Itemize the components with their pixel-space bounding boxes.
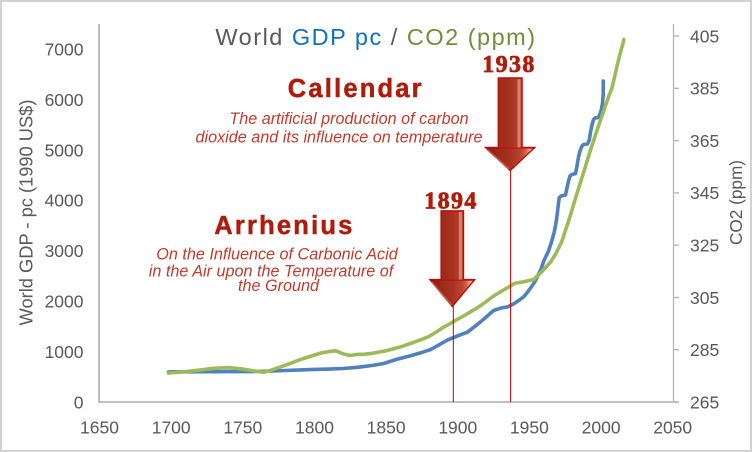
svg-text:5000: 5000	[45, 140, 84, 160]
svg-text:1938: 1938	[482, 52, 536, 78]
svg-text:365: 365	[690, 131, 719, 151]
svg-text:the Ground: the Ground	[238, 277, 320, 295]
svg-text:The artificial production of c: The artificial production of carbon	[229, 110, 468, 128]
svg-text:1000: 1000	[45, 342, 84, 362]
svg-text:1700: 1700	[152, 418, 191, 438]
svg-text:265: 265	[690, 392, 719, 412]
svg-text:On the Influence of Carbonic A: On the Influence of Carbonic Acid	[156, 246, 398, 264]
svg-text:2050: 2050	[653, 418, 692, 438]
svg-text:305: 305	[690, 288, 719, 308]
svg-text:285: 285	[690, 340, 719, 360]
svg-text:CO2 (ppm): CO2 (ppm)	[726, 160, 746, 245]
svg-text:2000: 2000	[45, 292, 84, 312]
svg-text:1894: 1894	[424, 189, 478, 215]
svg-text:385: 385	[690, 79, 719, 99]
svg-text:405: 405	[690, 26, 719, 46]
svg-text:World GDP - pc (1990 US$): World GDP - pc (1990 US$)	[16, 100, 37, 326]
svg-text:1800: 1800	[295, 418, 334, 438]
svg-text:Callendar: Callendar	[288, 75, 424, 103]
svg-text:1750: 1750	[223, 418, 262, 438]
svg-text:7000: 7000	[45, 40, 84, 60]
svg-text:dioxide and its influence on t: dioxide and its influence on temperature	[195, 129, 482, 147]
svg-text:4000: 4000	[45, 191, 84, 211]
svg-text:6000: 6000	[45, 90, 84, 110]
svg-text:1850: 1850	[367, 418, 406, 438]
svg-text:1900: 1900	[438, 418, 477, 438]
svg-text:in the Air upon the Temperatur: in the Air upon the Temperature of	[149, 262, 395, 280]
svg-text:345: 345	[690, 183, 719, 203]
svg-text:1650: 1650	[80, 418, 119, 438]
svg-text:World GDP pc / CO2 (ppm): World GDP pc / CO2 (ppm)	[215, 24, 536, 50]
svg-text:1950: 1950	[510, 418, 549, 438]
svg-text:325: 325	[690, 236, 719, 256]
svg-text:3000: 3000	[45, 241, 84, 261]
svg-text:Arrhenius: Arrhenius	[214, 212, 354, 240]
svg-text:0: 0	[74, 392, 84, 412]
svg-text:2000: 2000	[582, 418, 621, 438]
